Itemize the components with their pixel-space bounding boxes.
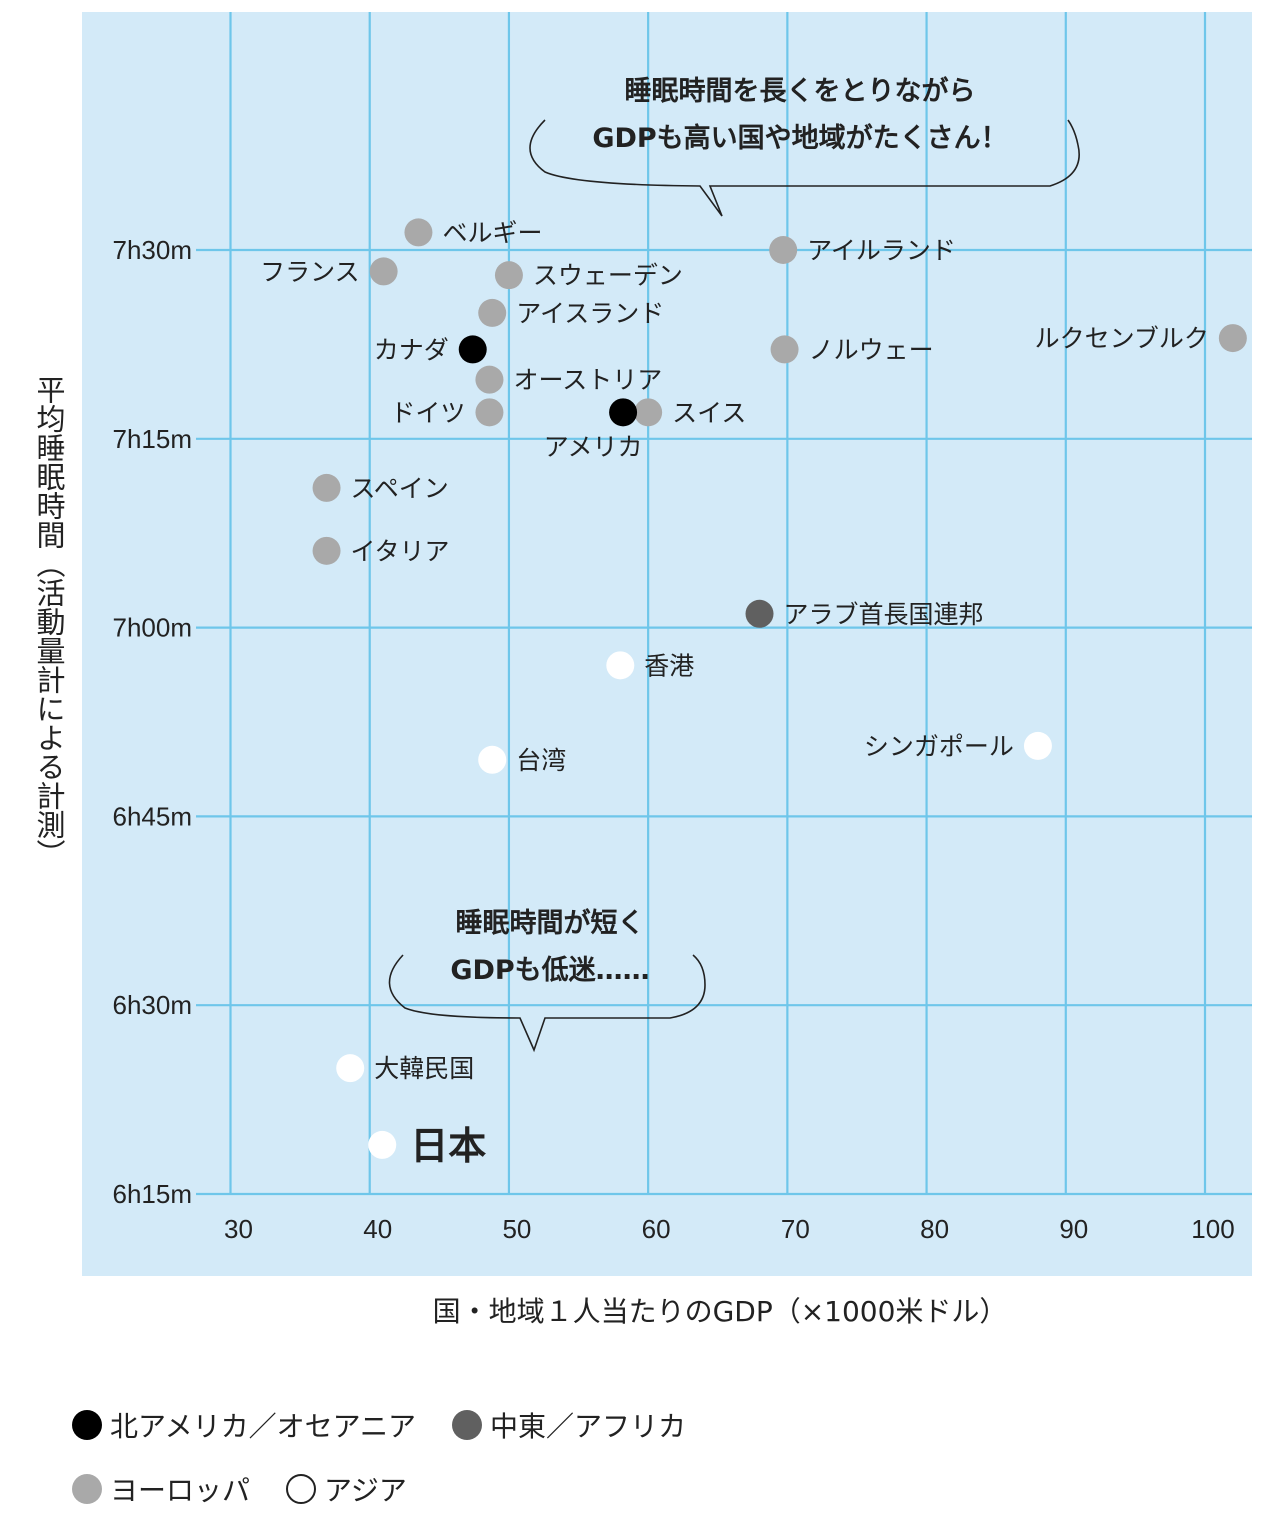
data-point [634,398,663,427]
legend-swatch-black [72,1410,102,1440]
callout-bottom-bubble [388,954,706,1053]
legend-swatch-white [286,1474,317,1504]
legend-label: 北アメリカ／オセアニア [110,1410,417,1443]
x-tick-label: 100 [1191,1214,1234,1244]
data-point [606,651,635,680]
chart-area: 30 40 50 60 70 80 90 100 6h15m 6h30m 6h45m 7h00m 7h1… [82,12,1252,1276]
legend-swatch-gray [72,1474,102,1504]
callout-bottom: 睡眠時間が短く GDPも低迷…… [388,907,706,1053]
data-point [458,335,487,364]
axis-ticks: 30 40 50 60 70 80 90 100 6h15m 6h30m 6h45m 7h00m 7h1… [113,235,1235,1244]
data-point [769,236,798,264]
data-point [609,398,638,427]
data-point-label: イタリア [351,537,450,566]
y-axis-label: 平均睡眠時間（活動量計による計測） [32,375,66,868]
data-point-label: スイス [672,398,746,427]
x-tick-label: 80 [920,1214,949,1244]
data-point-label: ノルウェー [809,335,934,364]
data-point [312,473,341,502]
data-point-label: ルクセンブルク [1035,324,1209,353]
data-point [770,335,799,364]
data-point-label: アイルランド [807,236,956,265]
data-point-label: ベルギー [442,218,542,247]
data-point [475,365,504,394]
data-point-label: 台湾 [516,746,566,775]
legend-label: ヨーロッパ [110,1474,251,1507]
x-axis-label: 国・地域１人当たりのGDP（×1000米ドル） [432,1295,1008,1328]
legend-item-europe: ヨーロッパ [72,1469,250,1509]
callout-top: 睡眠時間を長くをとりながら GDPも高い国や地域がたくさん！ [529,75,1080,217]
data-point [404,218,433,247]
legend-item-asia: アジア [286,1469,407,1509]
legend-swatch-dark-gray [452,1410,483,1440]
legend-row-2: ヨーロッパ アジア [72,1469,832,1509]
data-point [478,298,507,327]
y-tick-label: 6h30m [113,990,193,1020]
x-tick-label: 50 [502,1214,531,1244]
data-point [312,536,341,565]
legend-label: アジア [324,1474,407,1507]
data-point [336,1054,365,1083]
legend-item-middle-east-africa: 中東／アフリカ [452,1405,686,1445]
data-point-label: フランス [260,257,360,286]
y-tick-label: 6h15m [113,1179,193,1209]
data-point-label: アイスランド [516,299,664,328]
data-point-label: アメリカ [544,432,643,461]
callout-top-line-1: 睡眠時間を長くをとりながら [625,75,976,107]
data-point [368,1130,397,1159]
data-point [494,261,523,290]
data-point [475,398,504,427]
data-point-label: アラブ首長国連邦 [784,600,984,629]
x-tick-label: 30 [224,1214,253,1244]
plot-background [82,12,1252,1276]
data-point [478,745,507,774]
data-point-label: 大韓民国 [374,1054,474,1083]
data-point-label: オーストリア [513,366,662,395]
data-point-label: シンガポール [864,732,1014,761]
y-tick-label: 7h00m [113,613,193,643]
data-point [1023,731,1052,760]
callout-bottom-line-2: GDPも低迷…… [450,955,649,986]
legend-item-north-america-oceania: 北アメリカ／オセアニア [72,1405,416,1445]
callout-top-bubble [529,119,1080,217]
data-point-label: スウェーデン [533,261,683,290]
legend: 北アメリカ／オセアニア 中東／アフリカ ヨーロッパ アジア [72,1405,832,1533]
data-point-label: ドイツ [390,398,465,427]
x-tick-label: 70 [781,1214,810,1244]
grid-lines [196,12,1252,1196]
x-tick-label: 90 [1059,1214,1088,1244]
legend-row-1: 北アメリカ／オセアニア 中東／アフリカ [72,1405,832,1445]
data-point-label: スペイン [351,474,449,503]
data-point-label: カナダ [374,335,449,364]
data-point [745,599,774,628]
x-tick-label: 60 [642,1214,671,1244]
legend-label: 中東／アフリカ [490,1410,687,1443]
callout-bottom-line-1: 睡眠時間が短く [456,907,645,939]
y-tick-label: 7h30m [113,235,193,265]
data-point [1218,324,1247,353]
data-point [369,257,398,286]
data-point-label: 日本 [410,1124,486,1168]
x-tick-label: 40 [363,1214,392,1244]
data-point-label: 香港 [644,651,694,680]
y-tick-label: 6h45m [113,801,193,831]
y-tick-label: 7h15m [113,424,193,454]
callout-top-line-2: GDPも高い国や地域がたくさん！ [592,122,1007,154]
